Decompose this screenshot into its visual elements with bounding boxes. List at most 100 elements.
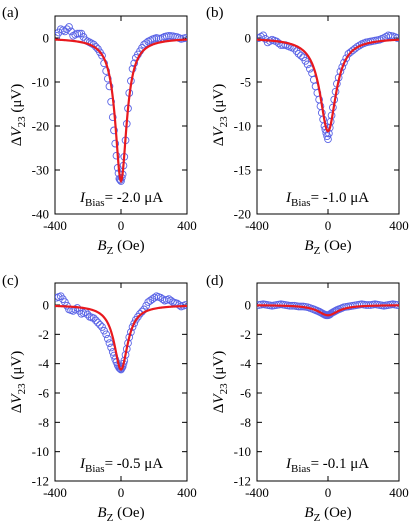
data-point bbox=[102, 330, 111, 339]
x-tick-label: 400 bbox=[177, 218, 197, 233]
data-point bbox=[117, 364, 126, 372]
data-point bbox=[324, 135, 332, 144]
x-axis-label: BZ (Oe) bbox=[304, 238, 351, 257]
y-tick-label: -30 bbox=[32, 163, 49, 178]
data-point bbox=[63, 25, 71, 34]
data-point bbox=[102, 67, 111, 75]
data-point bbox=[301, 57, 310, 65]
y-tick-label: -10 bbox=[234, 444, 251, 459]
y-tick-label: -8 bbox=[240, 415, 251, 430]
x-axis-label: BZ (Oe) bbox=[304, 505, 351, 524]
data-point bbox=[65, 23, 73, 31]
panel-2: -400 0 400 0 -2 -4 -6 -8 -10 -12 (c) BZ (Oe) ΔV23 (μ… bbox=[2, 273, 197, 524]
data-point bbox=[297, 51, 305, 60]
y-tick-label: 0 bbox=[245, 31, 252, 46]
x-tick-label: -400 bbox=[245, 485, 269, 500]
x-tick-label: -400 bbox=[245, 218, 269, 233]
x-tick-label: 400 bbox=[389, 218, 409, 233]
data-point bbox=[355, 300, 364, 309]
data-point bbox=[179, 34, 187, 43]
y-tick-label: -20 bbox=[32, 119, 49, 134]
y-tick-label: 0 bbox=[245, 298, 252, 313]
y-tick-label: 0 bbox=[43, 298, 50, 313]
x-tick-label: 0 bbox=[325, 218, 332, 233]
bias-annotation: IBias= -1.0 μA bbox=[285, 190, 369, 209]
y-tick-label: -5 bbox=[240, 75, 251, 90]
panel-label: (c) bbox=[2, 273, 19, 289]
y-tick-label: -12 bbox=[234, 474, 251, 489]
data-point bbox=[162, 296, 171, 304]
x-tick-label: 0 bbox=[325, 485, 332, 500]
plot-area bbox=[55, 292, 187, 374]
data-point bbox=[79, 33, 88, 41]
data-point bbox=[162, 32, 171, 41]
data-point bbox=[110, 126, 118, 135]
bias-annotation: IBias= -0.5 μA bbox=[79, 456, 163, 475]
data-point bbox=[55, 28, 63, 37]
data-point bbox=[175, 34, 184, 42]
x-tick-label: -400 bbox=[43, 485, 67, 500]
fit-curve bbox=[55, 304, 187, 371]
plot-area bbox=[257, 31, 399, 144]
panel-label: (a) bbox=[2, 5, 19, 21]
data-point bbox=[58, 26, 67, 35]
y-tick-label: -40 bbox=[32, 207, 49, 222]
y-tick-label: -12 bbox=[32, 474, 49, 489]
data-point bbox=[360, 300, 368, 309]
data-point bbox=[94, 318, 102, 327]
data-point bbox=[167, 296, 175, 305]
panel-1: -400 0 400 0 -5 -10 -15 -20 (b) BZ (Oe) ΔV23 (μV) I… bbox=[206, 5, 409, 257]
x-tick-label: 0 bbox=[118, 485, 125, 500]
x-tick-label: 0 bbox=[118, 218, 125, 233]
fit-curve bbox=[257, 304, 399, 317]
data-point bbox=[292, 47, 301, 56]
y-tick-label: -6 bbox=[240, 386, 251, 401]
data-point bbox=[61, 27, 69, 36]
y-tick-label: -20 bbox=[234, 207, 251, 222]
data-point bbox=[98, 323, 106, 331]
data-point bbox=[130, 319, 139, 328]
y-axis-label: ΔV23 (μV) bbox=[211, 351, 230, 413]
panel-label: (d) bbox=[206, 273, 224, 289]
bias-annotation: IBias= -2.0 μA bbox=[79, 190, 163, 209]
data-point bbox=[103, 334, 112, 343]
x-axis-label: BZ (Oe) bbox=[97, 505, 144, 524]
panel-3: -400 0 400 0 -2 -4 -6 -8 -10 -12 (d) BZ (Oe) ΔV23 (μ… bbox=[206, 273, 409, 524]
data-point bbox=[377, 35, 386, 43]
data-point bbox=[71, 30, 80, 39]
y-tick-label: -10 bbox=[234, 119, 251, 134]
data-point bbox=[144, 37, 153, 46]
x-tick-label: 400 bbox=[389, 485, 409, 500]
data-point bbox=[142, 39, 151, 47]
fit-curve bbox=[55, 38, 187, 184]
data-point bbox=[150, 293, 159, 302]
data-point bbox=[100, 326, 108, 335]
data-point bbox=[105, 339, 114, 347]
data-point bbox=[150, 34, 159, 43]
bias-annotation: IBias= -0.1 μA bbox=[285, 456, 369, 475]
x-axis-label: BZ (Oe) bbox=[97, 238, 144, 257]
data-point bbox=[58, 295, 67, 303]
data-point bbox=[55, 293, 63, 301]
data-point bbox=[128, 323, 137, 331]
data-point bbox=[134, 312, 142, 321]
data-point bbox=[142, 301, 151, 310]
y-axis-label: ΔV23 (μV) bbox=[9, 84, 28, 146]
x-tick-label: -400 bbox=[43, 218, 67, 233]
data-point bbox=[175, 301, 184, 309]
y-axis-label: ΔV23 (μV) bbox=[211, 84, 230, 146]
plot-area bbox=[55, 23, 187, 185]
data-point bbox=[146, 36, 155, 45]
data-point bbox=[167, 32, 175, 40]
x-tick-label: 400 bbox=[177, 485, 197, 500]
data-point bbox=[79, 309, 88, 317]
data-point bbox=[274, 39, 283, 48]
plot-area bbox=[257, 300, 399, 320]
y-tick-label: -8 bbox=[38, 415, 49, 430]
data-point bbox=[154, 293, 163, 301]
data-point bbox=[111, 139, 120, 148]
y-tick-label: -2 bbox=[240, 327, 251, 342]
fit-curve bbox=[257, 38, 399, 133]
y-tick-label: -10 bbox=[32, 444, 49, 459]
y-tick-label: -2 bbox=[38, 327, 49, 342]
